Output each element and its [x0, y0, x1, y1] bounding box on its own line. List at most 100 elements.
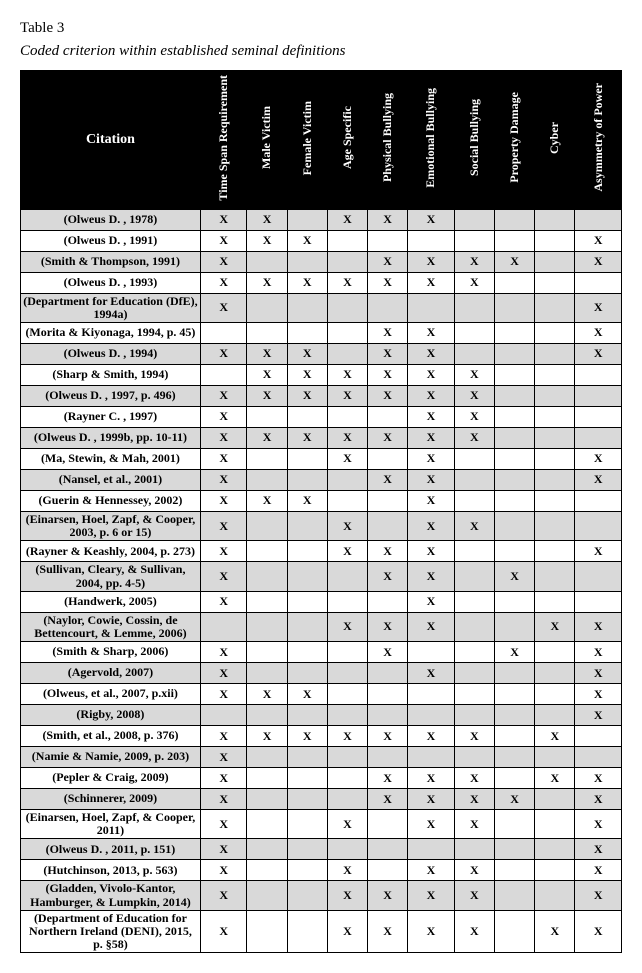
citation-cell: (Sullivan, Cleary, & Sullivan, 2004, pp.…	[21, 562, 201, 591]
mark-cell	[408, 642, 455, 663]
mark-cell	[368, 747, 408, 768]
mark-cell	[535, 810, 575, 839]
mark-cell	[494, 747, 534, 768]
mark-cell	[535, 251, 575, 272]
mark-cell: X	[454, 251, 494, 272]
citation-cell: (Rayner C. , 1997)	[21, 406, 201, 427]
mark-cell: X	[200, 251, 247, 272]
criteria-table: Citation Time Span Requirement Male Vict…	[20, 70, 622, 953]
mark-cell	[408, 230, 455, 251]
mark-cell: X	[200, 642, 247, 663]
mark-cell	[287, 860, 327, 881]
mark-cell: X	[408, 251, 455, 272]
mark-cell: X	[494, 251, 534, 272]
mark-cell: X	[575, 810, 622, 839]
mark-cell	[494, 448, 534, 469]
mark-cell	[575, 591, 622, 612]
mark-cell: X	[575, 860, 622, 881]
mark-cell	[287, 663, 327, 684]
mark-cell	[368, 230, 408, 251]
mark-cell: X	[247, 490, 287, 511]
mark-cell: X	[200, 881, 247, 910]
mark-cell	[535, 230, 575, 251]
table-row: (Rigby, 2008)X	[21, 705, 622, 726]
mark-cell	[247, 810, 287, 839]
mark-cell: X	[368, 364, 408, 385]
mark-cell: X	[247, 343, 287, 364]
table-row: (Rayner C. , 1997)XXX	[21, 406, 622, 427]
mark-cell	[535, 839, 575, 860]
mark-cell	[368, 293, 408, 322]
mark-cell	[454, 591, 494, 612]
mark-cell	[327, 747, 367, 768]
mark-cell: X	[247, 427, 287, 448]
mark-cell: X	[575, 251, 622, 272]
mark-cell: X	[327, 910, 367, 953]
mark-cell	[494, 541, 534, 562]
citation-cell: (Handwerk, 2005)	[21, 591, 201, 612]
table-row: (Olweus, et al., 2007, p.xii)XXXX	[21, 684, 622, 705]
mark-cell: X	[454, 406, 494, 427]
citation-cell: (Nansel, et al., 2001)	[21, 469, 201, 490]
mark-cell	[575, 364, 622, 385]
mark-cell: X	[454, 789, 494, 810]
table-row: (Nansel, et al., 2001)XXXX	[21, 469, 622, 490]
mark-cell	[535, 642, 575, 663]
mark-cell: X	[247, 230, 287, 251]
citation-cell: (Morita & Kiyonaga, 1994, p. 45)	[21, 322, 201, 343]
mark-cell	[454, 541, 494, 562]
mark-cell: X	[368, 726, 408, 747]
citation-cell: (Ma, Stewin, & Mah, 2001)	[21, 448, 201, 469]
mark-cell	[287, 322, 327, 343]
mark-cell: X	[200, 406, 247, 427]
mark-cell: X	[200, 448, 247, 469]
mark-cell: X	[368, 272, 408, 293]
mark-cell: X	[287, 490, 327, 511]
mark-cell	[247, 663, 287, 684]
mark-cell: X	[408, 469, 455, 490]
header-row: Citation Time Span Requirement Male Vict…	[21, 71, 622, 210]
mark-cell	[454, 490, 494, 511]
mark-cell	[454, 663, 494, 684]
mark-cell	[494, 860, 534, 881]
mark-cell: X	[247, 726, 287, 747]
mark-cell	[535, 272, 575, 293]
table-row: (Olweus D. , 1997, p. 496)XXXXXXX	[21, 385, 622, 406]
table-row: (Olweus D. , 1978)XXXXX	[21, 209, 622, 230]
mark-cell	[247, 251, 287, 272]
mark-cell	[408, 684, 455, 705]
mark-cell	[368, 860, 408, 881]
mark-cell: X	[200, 209, 247, 230]
citation-cell: (Department for Education (DfE), 1994a)	[21, 293, 201, 322]
mark-cell: X	[408, 860, 455, 881]
citation-cell: (Department of Education for Northern Ir…	[21, 910, 201, 953]
mark-cell	[247, 591, 287, 612]
table-row: (Morita & Kiyonaga, 1994, p. 45)XXX	[21, 322, 622, 343]
mark-cell: X	[535, 726, 575, 747]
citation-cell: (Hutchinson, 2013, p. 563)	[21, 860, 201, 881]
mark-cell	[287, 642, 327, 663]
mark-cell	[454, 705, 494, 726]
citation-cell: (Olweus D. , 1991)	[21, 230, 201, 251]
table-row: (Rayner & Keashly, 2004, p. 273)XXXXX	[21, 541, 622, 562]
mark-cell: X	[575, 448, 622, 469]
col-physical: Physical Bullying	[368, 71, 408, 210]
mark-cell	[575, 406, 622, 427]
mark-cell	[494, 469, 534, 490]
mark-cell: X	[247, 209, 287, 230]
mark-cell: X	[200, 469, 247, 490]
mark-cell: X	[368, 251, 408, 272]
mark-cell	[454, 562, 494, 591]
mark-cell	[494, 881, 534, 910]
table-row: (Hutchinson, 2013, p. 563)XXXXX	[21, 860, 622, 881]
mark-cell: X	[454, 910, 494, 953]
mark-cell: X	[200, 789, 247, 810]
mark-cell	[327, 768, 367, 789]
mark-cell	[494, 427, 534, 448]
table-row: (Olweus D. , 1991)XXXX	[21, 230, 622, 251]
mark-cell: X	[575, 293, 622, 322]
mark-cell	[535, 684, 575, 705]
mark-cell: X	[200, 684, 247, 705]
citation-cell: (Schinnerer, 2009)	[21, 789, 201, 810]
mark-cell	[287, 251, 327, 272]
